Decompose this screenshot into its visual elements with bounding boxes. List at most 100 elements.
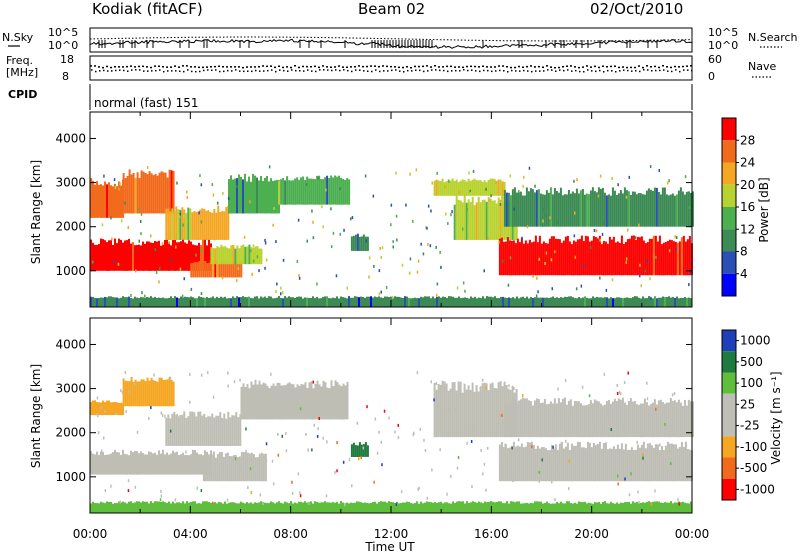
velocity-cell <box>558 503 560 513</box>
power-speckle <box>144 294 146 298</box>
velocity-cell <box>250 452 253 482</box>
power-cell <box>487 197 490 240</box>
velocity-cell <box>543 398 546 438</box>
power-cell <box>604 297 606 307</box>
power-cell <box>605 195 608 227</box>
power-cell <box>120 185 122 218</box>
power-cell <box>342 178 345 205</box>
power-speckle <box>280 292 282 296</box>
velocity-cell <box>602 443 605 482</box>
power-speckle <box>196 231 199 235</box>
power-cell <box>232 296 234 307</box>
velocity-cell <box>104 402 106 415</box>
velocity-region-9 <box>503 397 694 438</box>
velocity-cell <box>657 400 660 438</box>
velocity-cell <box>162 501 164 513</box>
power-cell <box>256 296 258 307</box>
power-cell <box>344 179 347 205</box>
power-cell <box>250 298 252 307</box>
freq-point <box>482 65 484 67</box>
velocity-cell <box>472 501 474 513</box>
velocity-cell <box>519 399 522 438</box>
power-cell <box>292 297 294 307</box>
power-cell <box>336 296 338 307</box>
velocity-cell <box>233 415 236 446</box>
velocity-speckle <box>277 453 280 457</box>
velocity-cell <box>622 449 625 482</box>
nave-right-top-tick: 60 <box>708 53 722 66</box>
power-cell <box>292 180 295 205</box>
velocity-cell <box>195 416 198 446</box>
nave-point <box>111 70 113 72</box>
power-cell <box>218 247 221 265</box>
velocity-cell <box>318 502 320 513</box>
velocity-speckle <box>176 413 179 417</box>
power-cell <box>90 178 92 218</box>
velocity-cell <box>662 450 665 482</box>
velocity-cell <box>523 398 526 438</box>
power-cell <box>442 296 444 307</box>
velocity-cell <box>520 443 523 482</box>
velocity-cell <box>620 502 622 513</box>
velocity-speckle <box>622 425 625 429</box>
power-cell <box>562 297 564 307</box>
velocity-cell <box>396 501 398 513</box>
velocity-cell <box>648 501 650 513</box>
power-cell <box>228 248 231 265</box>
power-speckle <box>498 240 500 244</box>
velocity-cell <box>298 501 300 513</box>
power-cell <box>186 297 188 307</box>
velocity-speckle <box>538 429 540 433</box>
velocity-cell <box>518 446 521 482</box>
velocity-speckle <box>512 479 514 483</box>
power-cell <box>689 192 692 227</box>
freq-point <box>522 66 524 68</box>
velocity-cell <box>340 501 342 513</box>
velocity-cell <box>596 502 598 513</box>
velocity-cell <box>90 451 92 475</box>
power-cell <box>90 296 92 307</box>
velocity-cell <box>563 397 566 438</box>
power-cell <box>567 189 570 227</box>
velocity-cell <box>384 501 386 513</box>
nave-point <box>423 70 425 73</box>
freq-point <box>626 66 628 69</box>
velocity-speckle <box>312 380 315 384</box>
velocity-cell <box>322 380 325 420</box>
power-speckle <box>168 241 170 245</box>
velocity-cell <box>219 412 222 446</box>
velocity-cell <box>666 502 668 513</box>
velocity-cell <box>360 444 363 457</box>
velocity-cell <box>190 454 192 475</box>
freq-point <box>638 65 640 67</box>
freq-point <box>506 66 508 68</box>
velocity-cell <box>504 444 507 482</box>
power-cell <box>580 298 582 307</box>
power-cell <box>616 297 618 307</box>
velocity-speckle <box>433 398 435 402</box>
power-cell <box>158 297 160 307</box>
velocity-cell <box>96 402 98 415</box>
power-cell <box>528 239 531 276</box>
velocity-speckle <box>655 460 657 464</box>
power-speckle <box>580 284 583 288</box>
power-cell <box>404 296 406 307</box>
power-cell <box>595 192 598 227</box>
velocity-speckle <box>538 470 541 474</box>
power-cell <box>262 297 264 307</box>
velocity-cell <box>221 418 224 446</box>
velocity-cell <box>548 450 551 482</box>
velocity-cell <box>106 400 108 416</box>
power-cell <box>98 244 100 271</box>
power-cell <box>615 195 618 227</box>
power-cell <box>272 298 274 307</box>
velocity-cell <box>676 502 678 513</box>
velocity-cell <box>557 398 560 438</box>
power-cell <box>634 296 636 307</box>
velocity-cell <box>214 502 216 513</box>
nave-point <box>383 70 385 72</box>
velocity-cell <box>200 503 202 513</box>
freq-point <box>258 66 260 68</box>
velocity-cell <box>162 379 165 407</box>
velocity-cell <box>571 405 574 438</box>
